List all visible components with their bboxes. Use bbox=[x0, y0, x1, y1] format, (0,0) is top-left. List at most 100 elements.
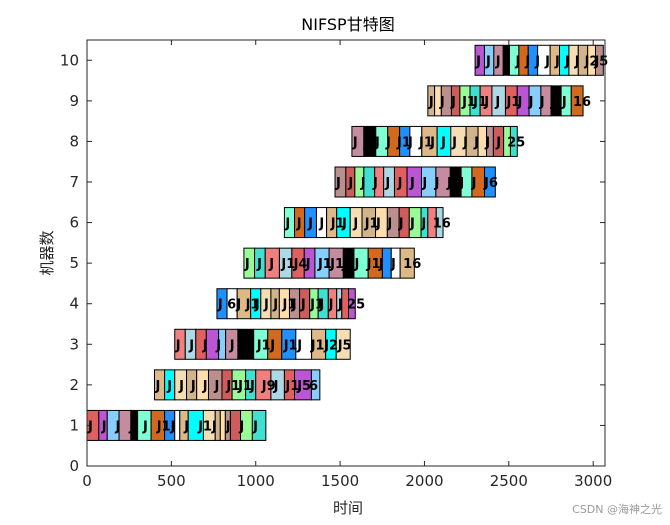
job-label: J4 bbox=[293, 257, 308, 272]
job-label: J bbox=[154, 379, 160, 394]
job-label: J bbox=[352, 217, 358, 232]
job-label: 16 bbox=[433, 217, 451, 232]
job-label: 25 bbox=[347, 298, 365, 313]
job-label: 6 bbox=[309, 379, 318, 394]
job-label: J bbox=[374, 135, 380, 150]
job-label: J bbox=[328, 298, 334, 313]
job-label: J bbox=[272, 298, 278, 313]
y-tick-label: 0 bbox=[69, 457, 79, 475]
job-label: J bbox=[485, 54, 491, 69]
job-label: J1 bbox=[366, 257, 381, 272]
job-label: J bbox=[188, 338, 194, 353]
job-label: J bbox=[166, 379, 172, 394]
job-label: J bbox=[484, 135, 490, 150]
job-block bbox=[484, 166, 496, 198]
job-label: J5 bbox=[296, 379, 311, 394]
x-tick-label: 1000 bbox=[237, 472, 275, 490]
job-label: J1 bbox=[237, 379, 252, 394]
y-tick-label: 1 bbox=[69, 416, 79, 434]
job-label: J5 bbox=[593, 54, 608, 69]
machine-row-8: J J J J J1J J1J J J J J J J 25 bbox=[351, 125, 525, 157]
job-label: J1 bbox=[505, 95, 520, 110]
job-label: J bbox=[175, 338, 181, 353]
job-block bbox=[335, 328, 351, 360]
job-label: J bbox=[386, 217, 392, 232]
job-label: J bbox=[505, 54, 511, 69]
job-block bbox=[570, 85, 584, 117]
job-label: J bbox=[318, 217, 324, 232]
job-label: J bbox=[375, 217, 381, 232]
job-label: 25 bbox=[507, 135, 525, 150]
job-label: J bbox=[352, 135, 358, 150]
job-label: J bbox=[439, 95, 445, 110]
chart-title: NIFSP甘特图 bbox=[301, 15, 394, 34]
job-label: J bbox=[574, 54, 580, 69]
y-tick-label: 6 bbox=[69, 214, 79, 232]
job-label: J9 bbox=[446, 176, 461, 191]
job-label: J bbox=[335, 176, 341, 191]
job-label: 6 bbox=[227, 298, 236, 313]
job-label: J bbox=[273, 379, 279, 394]
job-label: J bbox=[451, 135, 457, 150]
job-label: J1 bbox=[317, 257, 332, 272]
job-label: J bbox=[429, 135, 435, 150]
job-block bbox=[251, 409, 267, 441]
job-label: J1 bbox=[281, 298, 296, 313]
job-block bbox=[381, 247, 392, 279]
job-label: J bbox=[494, 95, 500, 110]
y-axis-label: 机器数 bbox=[38, 230, 56, 275]
job-label: J bbox=[409, 217, 415, 232]
job-label: J bbox=[337, 298, 343, 313]
job-label: J bbox=[225, 419, 231, 434]
job-label: J1 bbox=[329, 257, 344, 272]
job-label: J bbox=[450, 95, 456, 110]
y-tick-label: 3 bbox=[69, 335, 79, 353]
job-label: J bbox=[269, 338, 275, 353]
job-label: J bbox=[296, 338, 302, 353]
job-label: J bbox=[564, 54, 570, 69]
job-label: J bbox=[249, 379, 255, 394]
job-block bbox=[348, 288, 356, 320]
job-label: J bbox=[101, 419, 107, 434]
machine-row-1: J J J J J J1 J J J1 J J J J bbox=[86, 409, 267, 441]
job-label: J1 bbox=[284, 379, 299, 394]
machine-row-6: J J J J J1J J J1J J J J J 16 bbox=[283, 207, 451, 239]
y-tick-label: 7 bbox=[69, 173, 79, 191]
job-label: J bbox=[544, 54, 550, 69]
job-label: J bbox=[495, 54, 501, 69]
x-tick-label: 2000 bbox=[405, 472, 443, 490]
job-label: J1 bbox=[156, 419, 171, 434]
job-label: J bbox=[561, 95, 567, 110]
job-label: J bbox=[385, 135, 391, 150]
job-label: J bbox=[517, 95, 523, 110]
job-label: J bbox=[307, 217, 313, 232]
job-label: J bbox=[473, 135, 479, 150]
job-label: J bbox=[178, 379, 184, 394]
job-block bbox=[310, 369, 321, 401]
job-label: J bbox=[440, 135, 446, 150]
job-label: J bbox=[296, 217, 302, 232]
job-label: J bbox=[390, 257, 396, 272]
y-tick-label: 4 bbox=[69, 295, 79, 313]
x-tick-label: 500 bbox=[157, 472, 186, 490]
job-label: J bbox=[268, 257, 274, 272]
job-label: J1 bbox=[472, 95, 487, 110]
job-label: J6 bbox=[483, 176, 498, 191]
job-label: J bbox=[244, 257, 250, 272]
machine-row-3: J J J J J J J1 J J1 J J1 J2 J5 bbox=[174, 328, 352, 360]
job-label: J1 bbox=[310, 338, 325, 353]
y-tick-label: 5 bbox=[69, 254, 79, 272]
job-label: J bbox=[534, 54, 540, 69]
job-label: J bbox=[305, 257, 311, 272]
job-label: J1 bbox=[418, 135, 433, 150]
job-label: J bbox=[428, 95, 434, 110]
job-label: J bbox=[458, 176, 464, 191]
y-tick-label: 2 bbox=[69, 376, 79, 394]
job-label: J bbox=[183, 419, 189, 434]
job-label: J bbox=[300, 298, 306, 313]
job-label: J bbox=[397, 176, 403, 191]
job-label: J bbox=[363, 135, 369, 150]
x-tick-label: 1500 bbox=[321, 472, 359, 490]
